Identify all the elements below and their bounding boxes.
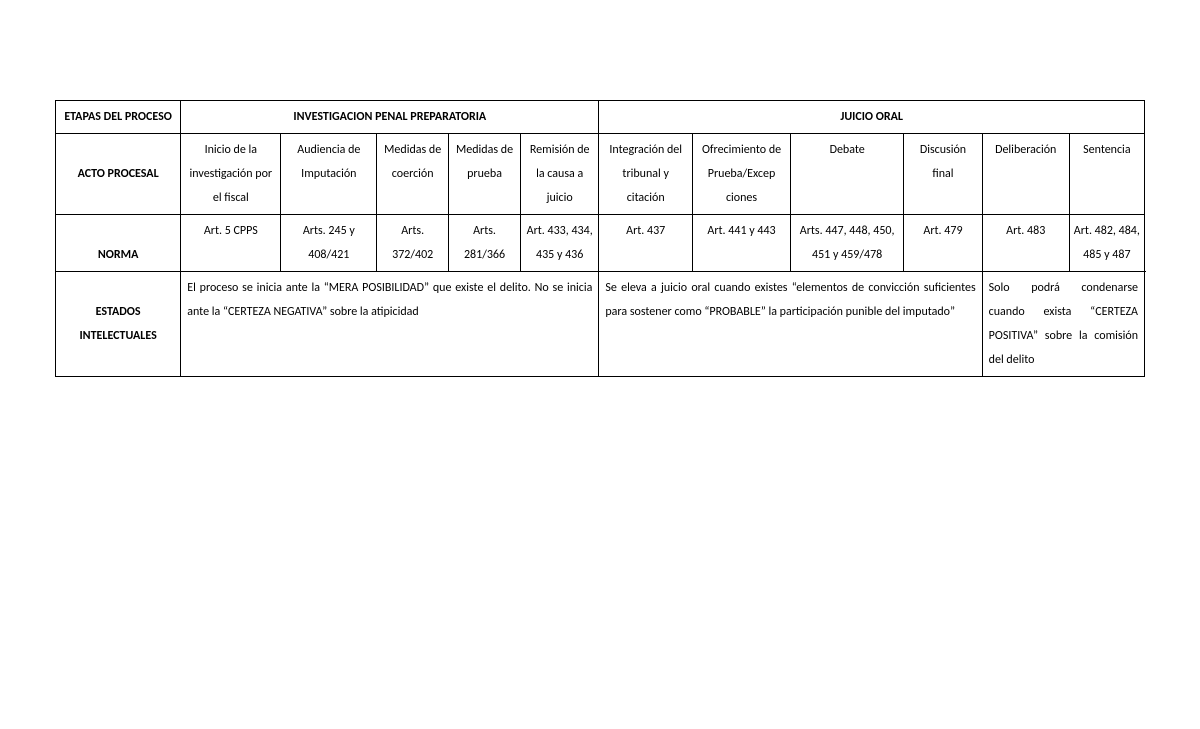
header-norma: NORMA: [56, 215, 181, 272]
header-juicio: JUICIO ORAL: [599, 101, 1145, 134]
acto-cell: Deliberación: [982, 134, 1069, 215]
acto-cell: Sentencia: [1069, 134, 1144, 215]
header-acto: ACTO PROCESAL: [56, 134, 181, 215]
norma-cell: Art. 479: [904, 215, 982, 272]
table-row: NORMA Art. 5 CPPS Arts. 245 y 408/421 Ar…: [56, 215, 1145, 272]
norma-cell: Art. 437: [599, 215, 693, 272]
norma-cell: Art. 483: [982, 215, 1069, 272]
norma-cell: Art. 433, 434, 435 y 436: [520, 215, 598, 272]
proceso-table: ETAPAS DEL PROCESO INVESTIGACION PENAL P…: [55, 100, 1145, 377]
norma-cell: Arts. 281/366: [449, 215, 521, 272]
table-row: ESTADOS INTELECTUALES El proceso se inic…: [56, 272, 1145, 377]
acto-cell: Inicio de la investigación por el fiscal: [181, 134, 281, 215]
acto-cell: Integración del tribunal y citación: [599, 134, 693, 215]
acto-cell: Discusión final: [904, 134, 982, 215]
norma-cell: Arts. 372/402: [377, 215, 449, 272]
estados-cell: El proceso se inicia ante la “MERA POSIB…: [181, 272, 599, 377]
acto-cell: Audiencia de Imputación: [281, 134, 377, 215]
header-estados: ESTADOS INTELECTUALES: [56, 272, 181, 377]
header-etapas: ETAPAS DEL PROCESO: [56, 101, 181, 134]
norma-cell: Art. 5 CPPS: [181, 215, 281, 272]
acto-cell: Medidas de prueba: [449, 134, 521, 215]
acto-cell: Ofrecimiento de Prueba/Excep ciones: [693, 134, 791, 215]
norma-cell: Art. 482, 484, 485 y 487: [1069, 215, 1144, 272]
acto-cell: Remisión de la causa a juicio: [520, 134, 598, 215]
table-row: ETAPAS DEL PROCESO INVESTIGACION PENAL P…: [56, 101, 1145, 134]
estados-cell: Solo podrá condenarse cuando exista “CER…: [982, 272, 1144, 377]
estados-cell: Se eleva a juicio oral cuando existes “e…: [599, 272, 982, 377]
acto-cell: Medidas de coerción: [377, 134, 449, 215]
norma-cell: Art. 441 y 443: [693, 215, 791, 272]
header-ipp: INVESTIGACION PENAL PREPARATORIA: [181, 101, 599, 134]
table-row: ACTO PROCESAL Inicio de la investigación…: [56, 134, 1145, 215]
norma-cell: Arts. 447, 448, 450, 451 y 459/478: [791, 215, 904, 272]
acto-cell: Debate: [791, 134, 904, 215]
norma-cell: Arts. 245 y 408/421: [281, 215, 377, 272]
